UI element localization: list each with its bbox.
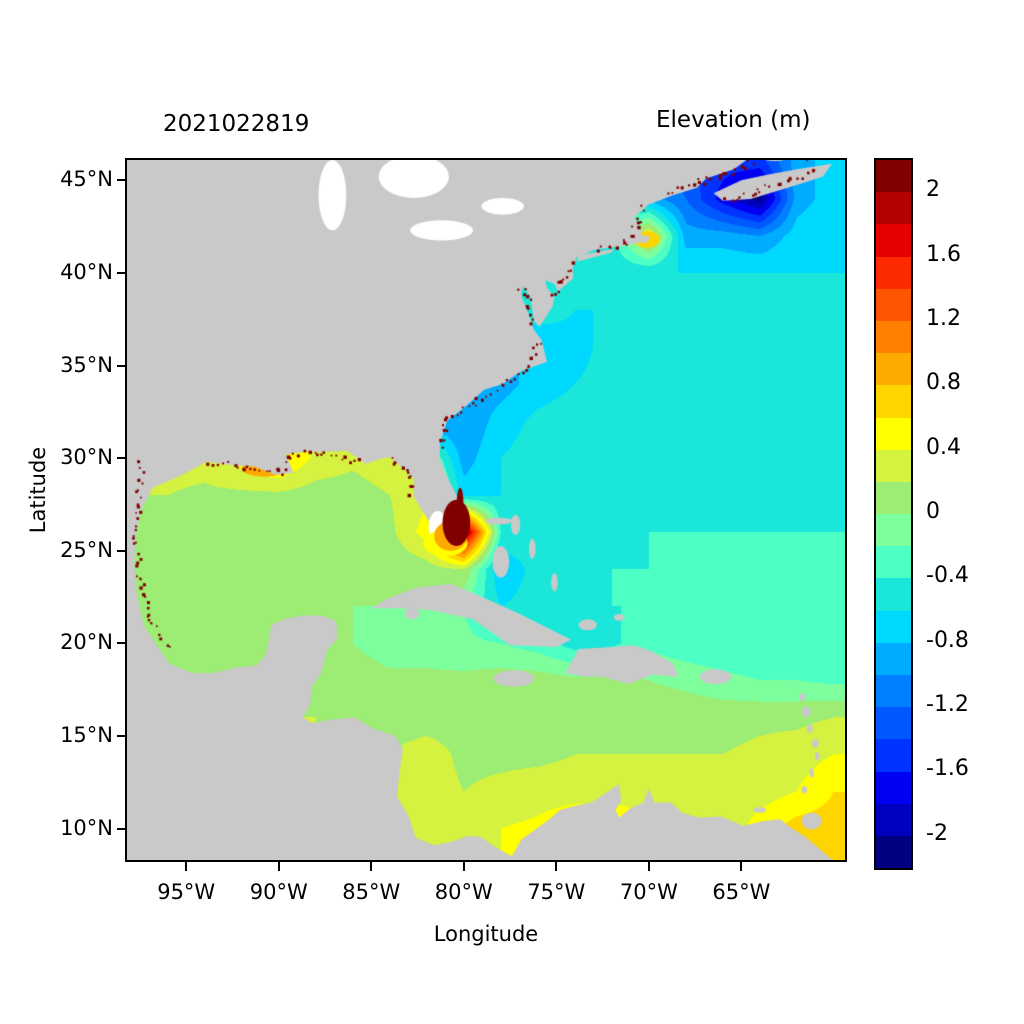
y-tick-label: 45°N <box>60 167 113 192</box>
x-tick-mark <box>185 862 188 871</box>
x-tick-label: 90°W <box>249 880 308 904</box>
colorbar-segment <box>876 353 911 386</box>
colorbar-segment <box>876 707 911 740</box>
y-tick-label: 40°N <box>60 259 113 284</box>
colorbar-segment <box>876 771 911 804</box>
colorbar-segment <box>876 417 911 450</box>
y-tick-label: 10°N <box>60 815 113 840</box>
x-tick-mark <box>555 862 558 871</box>
colorbar-tick-label: 2 <box>926 177 940 203</box>
x-tick-label: 75°W <box>527 880 586 904</box>
y-tick-mark <box>117 549 126 552</box>
colorbar-segment <box>876 385 911 418</box>
colorbar-tick-label: -0.8 <box>926 627 969 653</box>
colorbar-segment <box>876 642 911 675</box>
colorbar-tick-label: -0.4 <box>926 563 969 589</box>
y-tick-mark <box>117 179 126 182</box>
colorbar-segment <box>876 481 911 515</box>
colorbar-tick-label: 0.4 <box>926 434 961 460</box>
y-tick-mark <box>117 642 126 645</box>
x-axis-title: Longitude <box>433 922 539 946</box>
y-tick-mark <box>117 364 126 367</box>
y-tick-mark <box>117 734 126 737</box>
y-tick-label: 30°N <box>60 445 113 470</box>
colorbar-segment <box>876 449 911 482</box>
y-tick-label: 35°N <box>60 352 113 377</box>
y-tick-label: 20°N <box>60 630 113 655</box>
colorbar-tick-label: 0 <box>926 499 940 524</box>
x-tick-label: 70°W <box>619 880 678 904</box>
colorbar-segment <box>876 160 911 193</box>
x-tick-mark <box>277 862 280 871</box>
colorbar-segment <box>876 514 911 547</box>
colorbar-segment <box>876 288 911 321</box>
y-tick-mark <box>117 457 126 460</box>
colorbar-segment <box>876 803 911 836</box>
y-tick-mark <box>117 271 126 274</box>
x-tick-mark <box>647 862 650 871</box>
colorbar-segment <box>876 675 911 708</box>
colorbar-tick-label: 1.6 <box>926 241 961 267</box>
colorbar-tick-label: -1.2 <box>926 692 969 718</box>
colorbar-segment <box>876 224 911 257</box>
y-tick-mark <box>117 827 126 830</box>
x-tick-label: 65°W <box>712 880 771 904</box>
colorbar-segment <box>876 610 911 643</box>
plot-title: Elevation (m) <box>656 107 811 133</box>
map-plot <box>127 160 845 860</box>
colorbar-segment <box>876 578 911 611</box>
x-tick-mark <box>462 862 465 871</box>
colorbar-segment <box>876 739 911 772</box>
x-tick-label: 95°W <box>157 880 216 904</box>
x-tick-mark <box>740 862 743 871</box>
colorbar-tick-label: 1.2 <box>926 305 961 331</box>
colorbar-tick-label: -2 <box>926 820 948 846</box>
colorbar-tick-label: 0.8 <box>926 370 961 396</box>
colorbar-segment <box>876 192 911 225</box>
y-tick-label: 15°N <box>60 722 113 747</box>
x-tick-mark <box>370 862 373 871</box>
x-tick-label: 85°W <box>342 880 401 904</box>
plot-timestamp: 2021022819 <box>163 111 310 137</box>
colorbar-segment <box>876 320 911 354</box>
colorbar-segment <box>876 835 911 869</box>
y-tick-label: 25°N <box>60 537 113 562</box>
colorbar-segment <box>876 256 911 289</box>
x-tick-label: 80°W <box>434 880 493 904</box>
colorbar <box>874 158 913 870</box>
colorbar-segment <box>876 546 911 579</box>
colorbar-tick-label: -1.6 <box>926 756 969 782</box>
